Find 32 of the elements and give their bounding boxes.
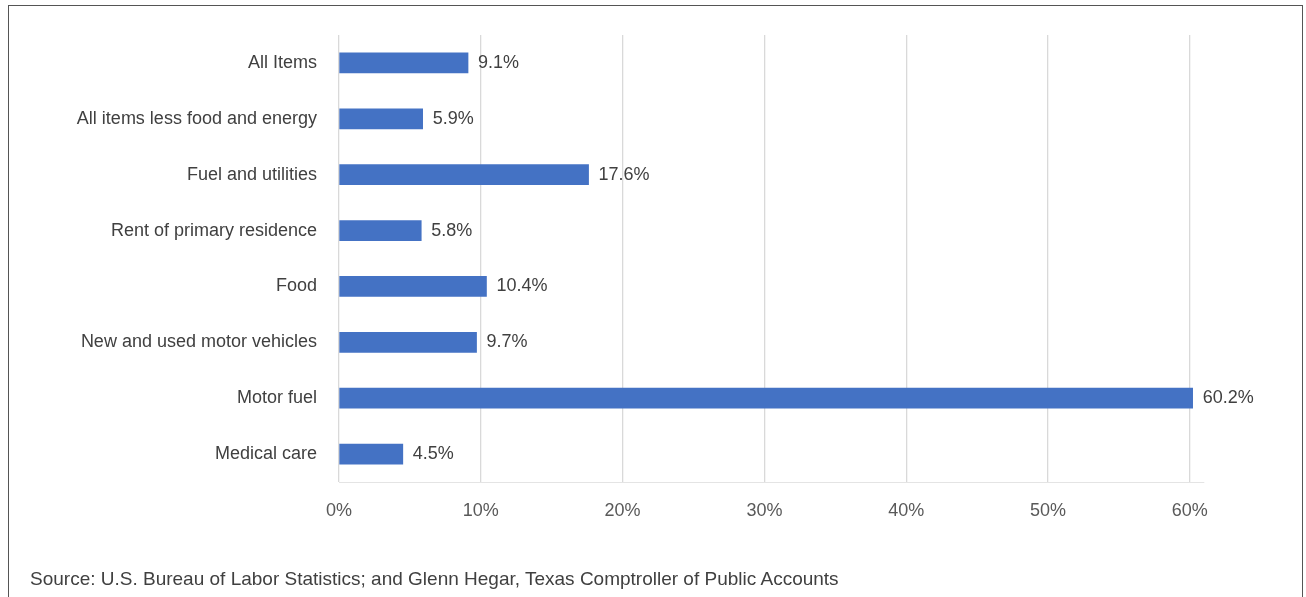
bar [339,443,404,465]
y-tick-label: Motor fuel [236,387,317,408]
x-tick-label: 10% [462,499,499,520]
bar [339,52,469,74]
bar [339,331,477,353]
y-tick-label: Fuel and utilities [186,163,317,184]
y-tick-label: All Items [247,51,317,72]
bar [339,387,1193,409]
y-tick-label: Medical care [214,443,317,464]
data-label: 60.2% [1202,387,1254,408]
y-tick-label: New and used motor vehicles [80,331,317,352]
source-note: Source: U.S. Bureau of Labor Statistics; and Glenn Hegar, Texas Comptroller of Public Accounts [30,568,839,590]
data-label: 5.9% [432,107,474,128]
data-label: 10.4% [496,275,548,296]
data-label: 17.6% [598,163,650,184]
data-label: 5.8% [431,219,473,240]
x-tick-label: 30% [746,499,783,520]
y-tick-label: Rent of primary residence [110,219,317,240]
bar [339,164,589,186]
x-tick-label: 60% [1171,499,1208,520]
bar [339,276,487,297]
x-tick-label: 50% [1030,499,1067,520]
x-tick-label: 20% [604,499,641,520]
bar [339,108,423,130]
x-tick-label: 40% [888,499,925,520]
x-tick-label: 0% [325,499,353,520]
data-label: 9.1% [478,51,520,72]
y-tick-label: All items less food and energy [76,107,317,128]
data-label: 9.7% [486,331,528,352]
data-label: 4.5% [412,443,454,464]
bar [339,220,422,241]
y-tick-label: Food [275,275,317,296]
